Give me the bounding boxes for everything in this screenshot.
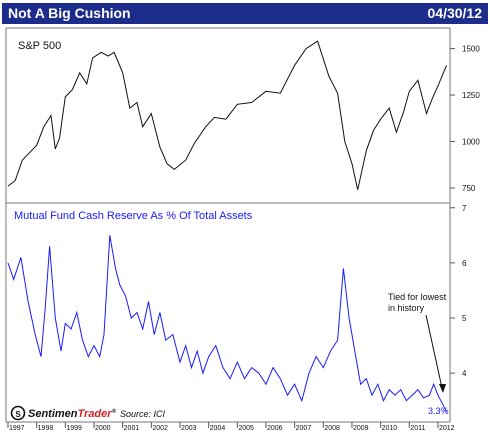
logo-glyph: S	[15, 410, 21, 419]
x-tick-label-2009: 2009	[353, 425, 369, 432]
brand-name-prefix: Sentimen	[28, 408, 78, 420]
chart-title: Not A Big Cushion	[8, 5, 131, 21]
x-tick-label-2004: 2004	[210, 425, 226, 432]
annotation-arrow	[425, 314, 443, 389]
cash-tick-label-5: 5	[462, 314, 467, 323]
panel-bottom-frame	[5, 202, 451, 423]
x-axis: 1997 1998 1999 2000 2001 2002 2003 2004 2005 2006…	[7, 422, 455, 432]
annotation-line-1: Tied for lowest	[388, 292, 447, 302]
x-tick-label-2007: 2007	[296, 425, 312, 432]
sp500-tick-label-1500: 1500	[462, 45, 480, 54]
x-tick-label-2012: 2012	[439, 425, 455, 432]
title-bar: Not A Big Cushion 04/30/12	[2, 3, 488, 24]
brand-name-suffix: Trader	[78, 408, 113, 420]
x-tick-label-1998: 1998	[38, 425, 54, 432]
sp500-label: S&P 500	[18, 40, 61, 52]
sp500-tick-label-750: 750	[462, 184, 476, 193]
cash-tick-label-6: 6	[462, 259, 467, 268]
sentimentrader-logo-icon	[10, 405, 26, 421]
x-tick-label-2011: 2011	[410, 425, 425, 432]
bottom-y-axis: 4 5 6 7	[450, 204, 467, 378]
chart-date: 04/30/12	[427, 5, 483, 21]
top-y-axis: 750 1000 1250 1500	[450, 45, 480, 193]
brand-name: SentimenTrader®	[28, 408, 117, 420]
panel-bottom: Mutual Fund Cash Reserve As % Of Total A…	[5, 202, 467, 432]
x-tick-label-2008: 2008	[324, 425, 340, 432]
x-tick-label-2000: 2000	[95, 425, 111, 432]
annotation-arrowhead	[439, 384, 446, 393]
brand-logo: S SentimenTrader®	[10, 405, 117, 421]
source-note: Source: ICI	[120, 409, 166, 419]
brand-registered-mark: ®	[112, 408, 117, 415]
cash-tick-label-4: 4	[462, 369, 467, 378]
sp500-tick-label-1250: 1250	[462, 91, 480, 100]
sp500-tick-label-1000: 1000	[462, 138, 480, 147]
x-tick-label-2001: 2001	[124, 425, 140, 432]
sp500-line	[7, 40, 448, 190]
x-tick-label-2006: 2006	[267, 425, 283, 432]
panel-top: S&P 500 750 1000 1250 1500	[5, 27, 480, 204]
cash-tick-label-7: 7	[462, 204, 467, 213]
x-tick-label-2005: 2005	[238, 425, 254, 432]
x-tick-label-1997: 1997	[9, 425, 25, 432]
x-tick-label-2010: 2010	[382, 425, 398, 432]
cash-reserve-line	[7, 235, 448, 412]
cash-reserve-label: Mutual Fund Cash Reserve As % Of Total A…	[14, 210, 253, 222]
x-tick-label-2002: 2002	[152, 425, 168, 432]
last-value-label: 3.3%	[428, 406, 449, 416]
x-tick-label-2003: 2003	[181, 425, 197, 432]
annotation-line-2: in history	[388, 303, 425, 313]
x-tick-label-1999: 1999	[66, 425, 82, 432]
